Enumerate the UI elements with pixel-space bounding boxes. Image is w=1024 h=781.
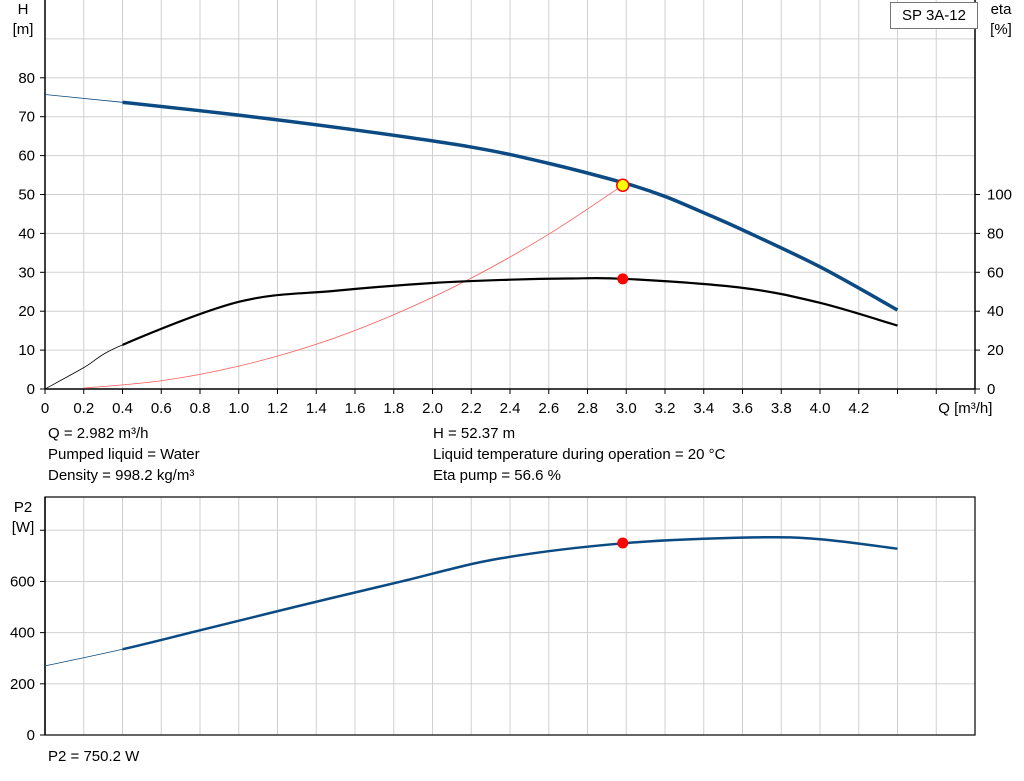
y-tick-label: 50 bbox=[18, 187, 35, 204]
x-tick-label: 0.2 bbox=[73, 400, 94, 417]
x-tick-label: 1.8 bbox=[383, 400, 404, 417]
flow-readout: Q = 2.982 m³/h bbox=[48, 425, 149, 442]
x-tick-label: 0 bbox=[41, 400, 49, 417]
x-tick-label: 2.4 bbox=[500, 400, 521, 417]
x-tick-label: 4.0 bbox=[810, 400, 831, 417]
y2-tick-label: 60 bbox=[987, 264, 1004, 281]
y2-axis-label: eta bbox=[991, 1, 1013, 18]
x-tick-label: 0.6 bbox=[151, 400, 172, 417]
pump-model-legend: SP 3A-12 bbox=[890, 2, 978, 29]
x-tick-label: 4.2 bbox=[848, 400, 869, 417]
y2-axis-label: [%] bbox=[990, 21, 1012, 38]
x-tick-label: 3.4 bbox=[693, 400, 714, 417]
x-tick-label: 3.2 bbox=[655, 400, 676, 417]
x-tick-label: 2.8 bbox=[577, 400, 598, 417]
y-tick-label: 0 bbox=[27, 381, 35, 398]
y2-tick-label: 40 bbox=[987, 303, 1004, 320]
x-tick-label: 1.4 bbox=[306, 400, 327, 417]
head-readout: H = 52.37 m bbox=[433, 425, 516, 442]
y-tick-label: 20 bbox=[18, 303, 35, 320]
pumped-liquid: Pumped liquid = Water bbox=[48, 446, 200, 463]
x-tick-label: 2.2 bbox=[461, 400, 482, 417]
density-readout: Density = 998.2 kg/m³ bbox=[48, 467, 195, 484]
system-curve bbox=[83, 184, 623, 389]
head-curve bbox=[122, 100, 899, 312]
y2-tick-label: 20 bbox=[987, 342, 1004, 359]
x-tick-label: 2.0 bbox=[422, 400, 443, 417]
y2-tick-label: 0 bbox=[987, 381, 995, 398]
x-tick-label: 1.0 bbox=[228, 400, 249, 417]
y-tick-label: 10 bbox=[18, 342, 35, 359]
y-tick-label: 600 bbox=[10, 573, 35, 590]
y-axis-label: H bbox=[18, 1, 29, 18]
y2-tick-label: 100 bbox=[987, 187, 1012, 204]
x-tick-label: 2.6 bbox=[538, 400, 559, 417]
x-tick-label: 1.2 bbox=[267, 400, 288, 417]
p2-duty-point bbox=[617, 537, 629, 549]
y2-tick-label: 80 bbox=[987, 225, 1004, 242]
x-tick-label: 0.8 bbox=[190, 400, 211, 417]
eta-readout: Eta pump = 56.6 % bbox=[433, 467, 561, 484]
y-tick-label: 400 bbox=[10, 625, 35, 642]
y-tick-label: 70 bbox=[18, 109, 35, 126]
liquid-temperature: Liquid temperature during operation = 20… bbox=[433, 446, 726, 463]
x-tick-label: 3.6 bbox=[732, 400, 753, 417]
y-tick-label: 0 bbox=[27, 727, 35, 744]
x-tick-label: 3.8 bbox=[771, 400, 792, 417]
x-tick-label: 3.0 bbox=[616, 400, 637, 417]
p2-axis-label: P2 bbox=[14, 499, 32, 516]
p2-axis-label: [W] bbox=[12, 519, 35, 536]
head-duty-point bbox=[616, 178, 630, 193]
y-tick-label: 60 bbox=[18, 148, 35, 165]
eta-curve bbox=[122, 276, 898, 347]
x-axis-label: Q [m³/h] bbox=[938, 400, 992, 417]
y-axis-label: [m] bbox=[13, 21, 34, 38]
y-tick-label: 40 bbox=[18, 225, 35, 242]
p2-readout: P2 = 750.2 W bbox=[48, 748, 140, 765]
y-tick-label: 200 bbox=[10, 676, 35, 693]
x-tick-label: 0.4 bbox=[112, 400, 133, 417]
x-tick-label: 1.6 bbox=[345, 400, 366, 417]
y-tick-label: 30 bbox=[18, 264, 35, 281]
y-tick-label: 80 bbox=[18, 70, 35, 87]
p2-curve bbox=[122, 535, 898, 651]
eta-duty-point bbox=[617, 273, 629, 285]
